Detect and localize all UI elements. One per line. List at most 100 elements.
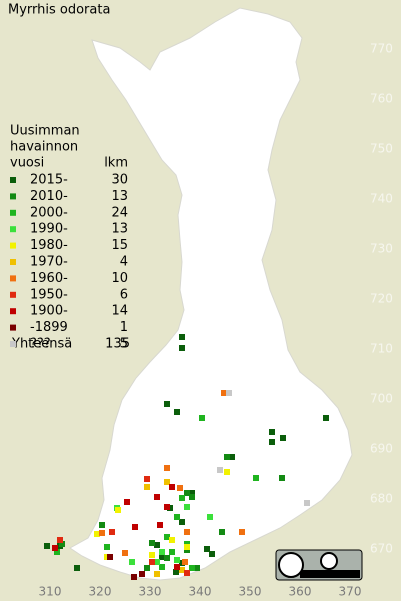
legend-label: 2010- <box>30 189 68 204</box>
legend-label: ??? <box>30 337 51 352</box>
observation <box>199 415 205 421</box>
observation <box>323 415 329 421</box>
observation <box>174 557 180 563</box>
observation <box>157 522 163 528</box>
observation <box>189 494 195 500</box>
observation <box>184 490 190 496</box>
legend-swatch <box>10 341 16 347</box>
legend-label: 1950- <box>30 287 68 302</box>
legend-swatch <box>10 177 16 183</box>
observation <box>115 507 121 513</box>
y-tick-label: 750 <box>370 142 393 156</box>
legend-swatch <box>10 308 16 315</box>
observation <box>164 555 170 561</box>
observation <box>194 565 200 571</box>
legend-count: 13 <box>111 222 128 237</box>
observation <box>179 519 185 525</box>
observation <box>226 390 232 396</box>
y-tick-label: 720 <box>370 292 393 306</box>
observation <box>109 529 115 535</box>
observation <box>182 559 188 565</box>
legend-swatch <box>10 193 16 200</box>
legend-count: 24 <box>111 205 128 220</box>
y-tick-label: 680 <box>370 492 393 506</box>
observation <box>59 541 65 547</box>
legend-label: -1899 <box>30 320 68 335</box>
legend-swatch <box>10 242 16 249</box>
observation <box>94 531 100 537</box>
observation <box>144 476 150 482</box>
observation <box>154 542 160 548</box>
legend-swatch <box>10 324 16 331</box>
legend-count: 4 <box>120 255 128 270</box>
observation <box>54 549 60 555</box>
legend-heading: havainnon <box>10 140 78 155</box>
observation <box>173 569 179 575</box>
observation <box>149 552 155 558</box>
observation <box>229 454 235 460</box>
observation <box>164 504 170 510</box>
legend-label: 1960- <box>30 271 68 286</box>
y-tick-label: 730 <box>370 242 393 256</box>
observation <box>184 529 190 535</box>
observation <box>139 571 145 577</box>
observation <box>129 559 135 565</box>
observation <box>149 540 155 546</box>
legend-count: 15 <box>111 238 128 253</box>
observation <box>184 570 190 576</box>
observation <box>224 469 230 475</box>
observation <box>217 467 223 473</box>
observation <box>154 559 160 565</box>
observation <box>131 574 137 580</box>
legend-label: 2015- <box>30 173 68 188</box>
observation <box>174 409 180 415</box>
observation <box>169 484 175 490</box>
observation <box>184 544 190 550</box>
legend-label: 1970- <box>30 255 68 270</box>
x-tick-label: 350 <box>239 585 262 599</box>
observation <box>179 495 185 501</box>
y-tick-label: 690 <box>370 442 393 456</box>
observation <box>269 429 275 435</box>
x-tick-label: 360 <box>289 585 312 599</box>
legend-label: 1900- <box>30 304 68 319</box>
observation <box>159 564 165 570</box>
observation <box>179 567 185 573</box>
observation <box>179 345 185 351</box>
legend-heading: Uusimman <box>10 124 80 139</box>
observation <box>159 549 165 555</box>
legend-label: 1990- <box>30 222 68 237</box>
legend-label: 2000- <box>30 205 68 220</box>
observation <box>304 500 310 506</box>
x-tick-label: 320 <box>89 585 112 599</box>
observation <box>179 334 185 340</box>
observation <box>132 524 138 530</box>
observation <box>144 484 150 490</box>
observation <box>149 559 155 565</box>
x-tick-label: 330 <box>139 585 162 599</box>
map-title: Myrrhis odorata <box>8 3 110 18</box>
legend-count: 6 <box>120 287 128 302</box>
legend-count: 10 <box>111 271 128 286</box>
observation <box>164 479 170 485</box>
x-tick-label: 340 <box>189 585 212 599</box>
observation <box>189 490 195 496</box>
observation <box>99 530 105 536</box>
observation <box>280 435 286 441</box>
observation <box>189 565 195 571</box>
observation <box>164 465 170 471</box>
y-tick-label: 770 <box>370 42 393 56</box>
observation <box>184 504 190 510</box>
observation <box>99 522 105 528</box>
observation <box>169 537 175 543</box>
observation <box>154 494 160 500</box>
legend-swatch <box>10 259 16 265</box>
legend-total-label: Yhteensä <box>11 337 72 352</box>
legend-count: 13 <box>111 189 128 204</box>
legend-swatch <box>10 226 16 233</box>
observation <box>279 475 285 481</box>
legend-total: 135 <box>105 337 130 352</box>
observation <box>207 514 213 520</box>
x-tick-label: 310 <box>39 585 62 599</box>
cc-badge <box>275 549 363 581</box>
